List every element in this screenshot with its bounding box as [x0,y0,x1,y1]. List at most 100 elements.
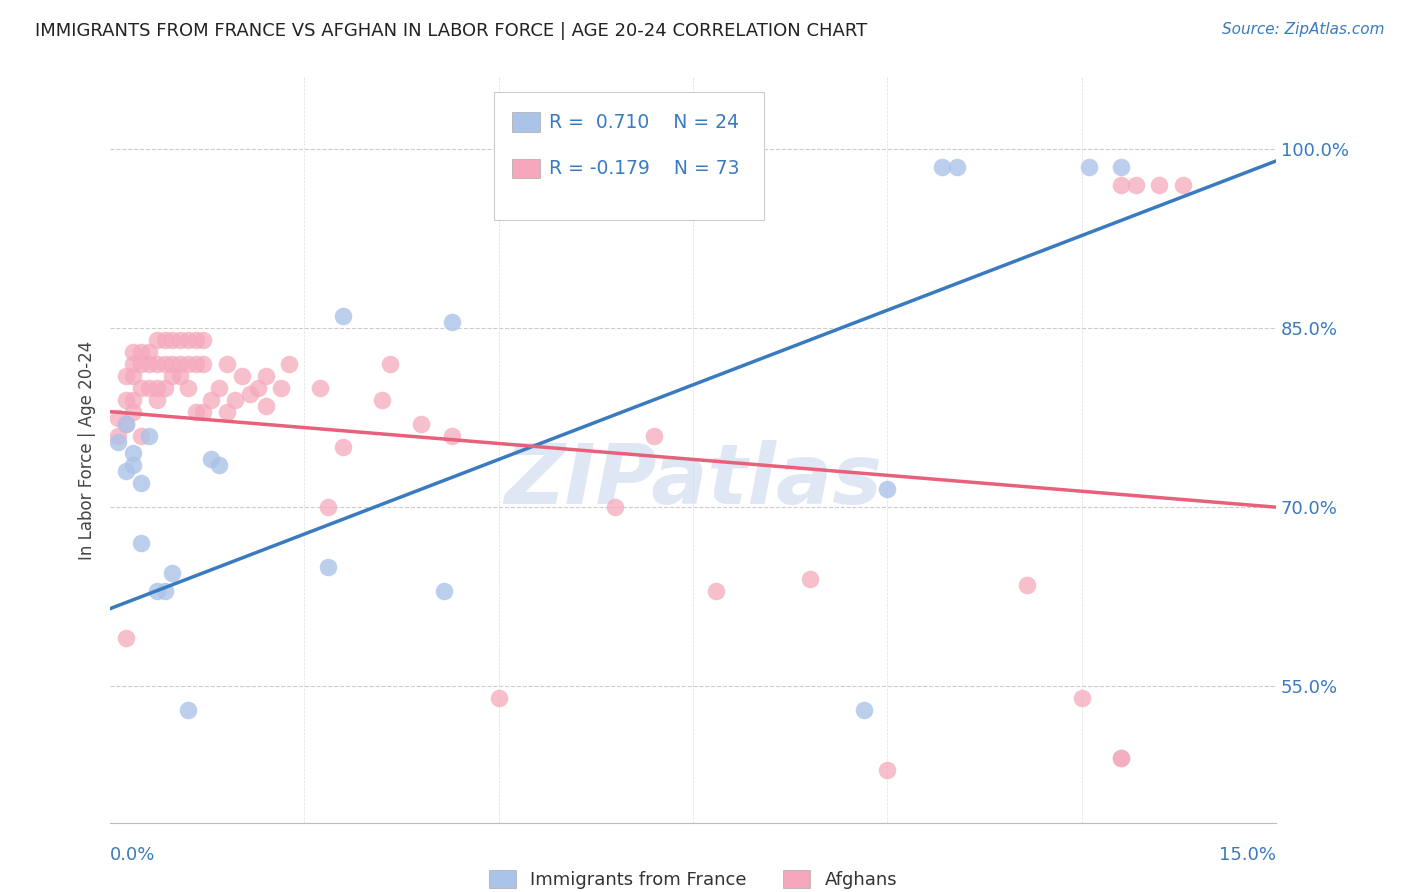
Point [184,333,207,347]
Point [931,160,953,174]
Point [138,381,160,395]
Point [1149,178,1171,192]
Point [138,428,160,442]
Legend: Immigrants from France, Afghans: Immigrants from France, Afghans [482,863,904,892]
Point [332,309,354,323]
Point [169,357,191,371]
Point [246,381,269,395]
Text: 0.0%: 0.0% [110,846,156,863]
Point [153,333,176,347]
Point [122,458,145,473]
Point [270,381,292,395]
Point [200,452,222,467]
Point [122,345,145,359]
Point [146,392,169,407]
Point [162,333,184,347]
Point [409,417,432,431]
Point [200,392,222,407]
Point [129,536,152,550]
Point [129,428,152,442]
Point [107,434,129,449]
Point [153,381,176,395]
Point [146,333,169,347]
Point [316,500,339,515]
Point [122,392,145,407]
Point [208,381,231,395]
Point [643,428,665,442]
Point [193,405,215,419]
Point [114,464,136,478]
Point [122,446,145,460]
Point [946,160,969,174]
Text: ZIPatlas: ZIPatlas [505,440,882,521]
Text: R = -0.179    N = 73: R = -0.179 N = 73 [548,159,740,178]
Point [138,357,160,371]
Point [1109,160,1132,174]
Point [1017,578,1039,592]
Point [371,392,394,407]
Point [215,405,238,419]
Point [488,691,510,706]
Point [129,476,152,491]
Point [122,357,145,371]
Point [122,368,145,383]
Point [254,368,277,383]
Point [184,405,207,419]
Point [153,583,176,598]
Point [146,381,169,395]
Point [114,392,136,407]
Point [378,357,401,371]
Point [309,381,332,395]
Point [153,357,176,371]
Point [332,441,354,455]
Point [441,428,464,442]
Point [184,357,207,371]
Point [129,357,152,371]
Point [706,583,728,598]
Point [107,410,129,425]
Point [122,405,145,419]
Point [129,345,152,359]
Point [224,392,246,407]
Point [162,368,184,383]
Point [193,357,215,371]
Point [799,572,821,586]
Point [853,703,876,717]
Point [162,566,184,580]
Text: Source: ZipAtlas.com: Source: ZipAtlas.com [1222,22,1385,37]
Point [239,386,262,401]
Point [215,357,238,371]
Point [316,559,339,574]
Point [1171,178,1194,192]
Point [277,357,299,371]
Y-axis label: In Labor Force | Age 20-24: In Labor Force | Age 20-24 [79,341,96,560]
Point [114,417,136,431]
Point [254,399,277,413]
Point [177,703,200,717]
Point [146,583,169,598]
Point [1070,691,1092,706]
Point [169,333,191,347]
Point [208,458,231,473]
Point [876,763,898,777]
Point [876,482,898,496]
Point [1078,160,1101,174]
Point [169,368,191,383]
Point [129,381,152,395]
Point [177,357,200,371]
Point [605,500,627,515]
Point [138,345,160,359]
Point [1125,178,1147,192]
Point [177,381,200,395]
Point [433,583,456,598]
Point [114,368,136,383]
Point [1109,751,1132,765]
Point [1109,178,1132,192]
Point [114,632,136,646]
Text: R =  0.710    N = 24: R = 0.710 N = 24 [548,112,740,132]
Point [107,428,129,442]
Point [231,368,253,383]
Point [114,417,136,431]
Point [1109,751,1132,765]
Point [193,333,215,347]
